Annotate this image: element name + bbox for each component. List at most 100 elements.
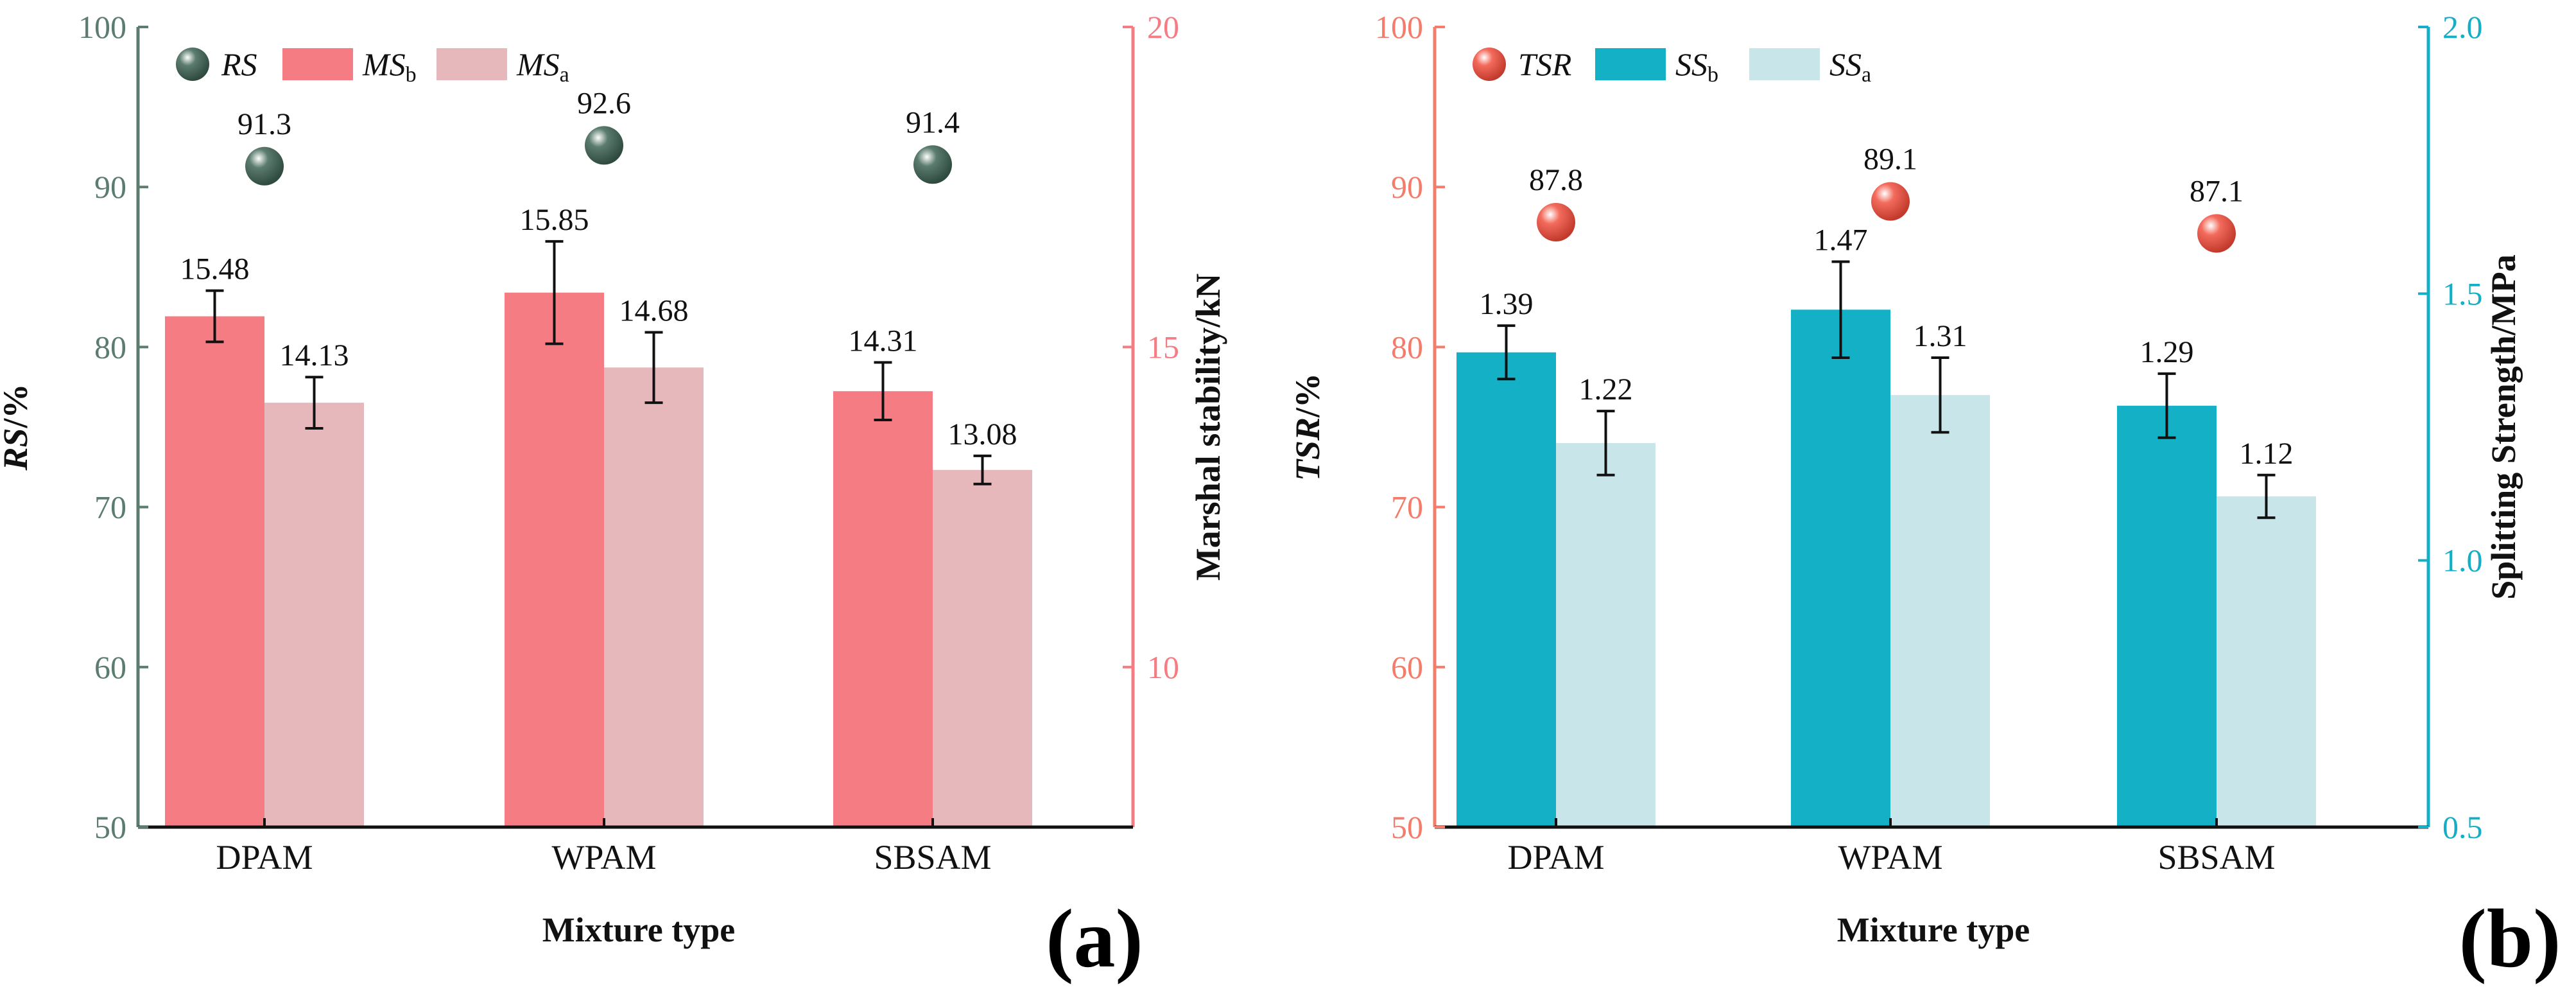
legend-label-subscript: a xyxy=(560,63,569,87)
point-rs-dpam xyxy=(245,146,284,186)
right-axis-title: Marshal stability/kN xyxy=(1189,274,1227,581)
point-tsr-dpam xyxy=(1537,203,1575,242)
right-tick-label: 2.0 xyxy=(2442,9,2483,45)
x-axis-title: Mixture type xyxy=(1837,911,2030,949)
left-axis-title: RS/% xyxy=(0,383,35,471)
point-tsr-wpam xyxy=(1871,182,1910,221)
bar-ssa-wpam xyxy=(1890,395,1990,827)
bar-msb-sbsam xyxy=(833,391,933,827)
left-axis-title: TSR/% xyxy=(1288,373,1327,481)
right-tick-label: 1.0 xyxy=(2442,543,2483,579)
legend-swatch xyxy=(1749,48,1820,80)
right-axis-title: Splitting Strength/MPa xyxy=(2484,254,2523,600)
panel-label: (b) xyxy=(2459,893,2561,985)
legend-label-text: RS xyxy=(221,46,257,82)
bar-ssb-wpam xyxy=(1791,310,1890,828)
point-rs-wpam xyxy=(585,126,623,165)
legend-label-subscript: a xyxy=(1862,63,1871,87)
right-tick-label: 10 xyxy=(1147,649,1179,685)
data-label: 1.12 xyxy=(2240,437,2294,471)
x-tick-label: WPAM xyxy=(1838,838,1942,877)
chart-panel-a: 15.48 15.85 14.31 14.13 14.68 13.08 91.3 92.6 91… xyxy=(0,9,1227,985)
legend-marker-tsr xyxy=(1473,48,1506,81)
legend-label-text: SS xyxy=(1829,46,1862,82)
point-label: 92.6 xyxy=(577,86,631,120)
x-tick-label: DPAM xyxy=(1507,838,1604,877)
left-tick-label: 70 xyxy=(94,489,126,525)
point-label: 87.8 xyxy=(1529,163,1583,197)
left-axis-title-italic: TSR xyxy=(1288,417,1327,481)
left-tick-label: 80 xyxy=(94,329,126,365)
chart-panel-b: 1.39 1.47 1.29 1.22 1.31 1.12 87.8 89.1 87.1 50 60… xyxy=(1288,9,2561,985)
right-tick-label: 20 xyxy=(1147,9,1179,45)
data-label: 15.48 xyxy=(180,252,250,286)
legend-label-subscript: b xyxy=(1707,63,1718,87)
left-tick-label: 60 xyxy=(1391,649,1423,685)
data-label: 1.22 xyxy=(1579,372,1633,406)
bar-msb-wpam xyxy=(505,292,604,827)
data-label: 14.13 xyxy=(280,338,349,372)
legend-label: SSa xyxy=(1829,46,1871,87)
left-tick-label: 90 xyxy=(94,169,126,205)
data-label: 15.85 xyxy=(520,203,589,237)
right-tick-label: 15 xyxy=(1147,329,1179,365)
bar-msa-sbsam xyxy=(933,469,1032,827)
data-label: 14.31 xyxy=(849,324,918,358)
left-tick-label: 80 xyxy=(1391,329,1423,365)
left-tick-label: 100 xyxy=(1375,9,1423,45)
data-label: 1.47 xyxy=(1814,223,1868,257)
data-label: 13.08 xyxy=(948,417,1017,451)
legend-label: MSb xyxy=(362,46,417,87)
bar-ssa-dpam xyxy=(1556,442,1655,827)
left-tick-label: 50 xyxy=(94,809,126,845)
x-axis-title: Mixture type xyxy=(542,911,735,949)
legend-label-subscript: b xyxy=(406,63,417,87)
point-rs-sbsam xyxy=(913,145,952,184)
data-label: 1.39 xyxy=(1480,287,1534,321)
point-label: 87.1 xyxy=(2190,174,2243,208)
left-axis-title-unit: /% xyxy=(1288,373,1327,418)
legend: TSR SSb SSa xyxy=(1473,46,1871,87)
legend-swatch xyxy=(437,48,507,80)
x-tick-label: DPAM xyxy=(216,838,313,877)
left-tick-label: 90 xyxy=(1391,169,1423,205)
bar-ssa-sbsam xyxy=(2217,496,2316,827)
data-label: 1.29 xyxy=(2140,335,2194,369)
legend-label: TSR xyxy=(1518,46,1571,82)
legend-label-text: SS xyxy=(1675,46,1707,82)
point-label: 91.3 xyxy=(238,107,291,141)
data-label: 1.31 xyxy=(1914,319,1967,353)
legend-marker-rs xyxy=(176,48,209,81)
bar-msa-dpam xyxy=(264,403,364,827)
legend-label: SSb xyxy=(1675,46,1718,87)
x-tick-label: SBSAM xyxy=(2157,838,2275,877)
point-label: 89.1 xyxy=(1863,143,1917,177)
legend-label-text: MS xyxy=(362,46,406,82)
bar-msb-dpam xyxy=(165,316,264,827)
x-tick-label: WPAM xyxy=(551,838,656,877)
legend: RS MSb MSa xyxy=(176,46,569,87)
panel-label: (a) xyxy=(1046,893,1143,985)
left-tick-label: 70 xyxy=(1391,489,1423,525)
x-tick-label: SBSAM xyxy=(874,838,991,877)
bar-ssb-sbsam xyxy=(2117,405,2217,827)
data-label: 14.68 xyxy=(619,293,689,328)
left-tick-label: 60 xyxy=(94,649,126,685)
right-tick-label: 0.5 xyxy=(2442,809,2483,845)
point-tsr-sbsam xyxy=(2197,214,2236,253)
legend-label: RS xyxy=(221,46,257,82)
legend-label-text: MS xyxy=(516,46,560,82)
left-tick-label: 50 xyxy=(1391,809,1423,845)
bar-ssb-dpam xyxy=(1457,352,1556,827)
left-axis-title-unit: /% xyxy=(0,383,35,428)
left-axis-title-italic: RS xyxy=(0,428,35,471)
left-tick-label: 100 xyxy=(78,9,126,45)
legend-label: MSa xyxy=(516,46,569,87)
legend-label-text: TSR xyxy=(1518,46,1571,82)
right-tick-label: 1.5 xyxy=(2442,275,2483,311)
point-label: 91.4 xyxy=(906,105,960,139)
bar-msa-wpam xyxy=(604,367,704,827)
legend-swatch xyxy=(1595,48,1666,80)
legend-swatch xyxy=(282,48,353,80)
